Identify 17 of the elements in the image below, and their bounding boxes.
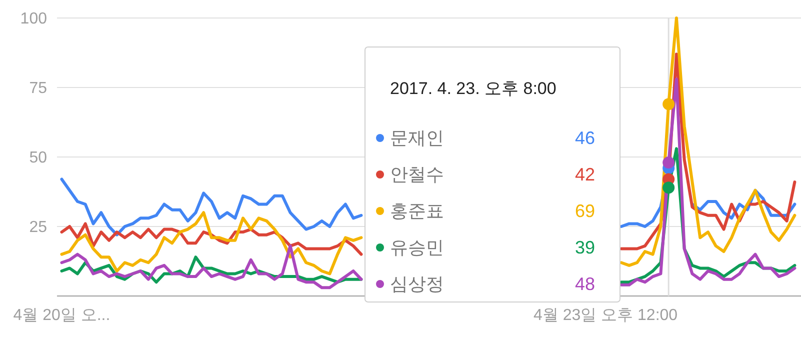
text: 2017. 4. 23. 오후 8:00 xyxy=(390,79,556,98)
legend-label: 심상정 xyxy=(390,274,444,294)
x-tick-label: 4월 20일 오... xyxy=(13,307,110,324)
legend-label: 문재인 xyxy=(390,128,444,148)
annotation: 46 xyxy=(574,128,595,148)
y-tick-label: 75 xyxy=(29,80,48,98)
legend-label: 안철수 xyxy=(390,164,444,184)
annotation: 42 xyxy=(574,164,595,184)
y-tick-label: 50 xyxy=(29,150,48,167)
legend-label: 홍준표 xyxy=(390,201,444,221)
annotation: 39 xyxy=(574,238,595,258)
x-tick-label: 4월 23일 오후 12:00 xyxy=(534,307,678,324)
annotation: 48 xyxy=(574,274,595,294)
y-tick-label: 100 xyxy=(20,10,48,28)
annotation: 69 xyxy=(574,201,595,221)
legend-label: 유승민 xyxy=(390,238,444,258)
y-tick-label: 25 xyxy=(29,219,48,236)
